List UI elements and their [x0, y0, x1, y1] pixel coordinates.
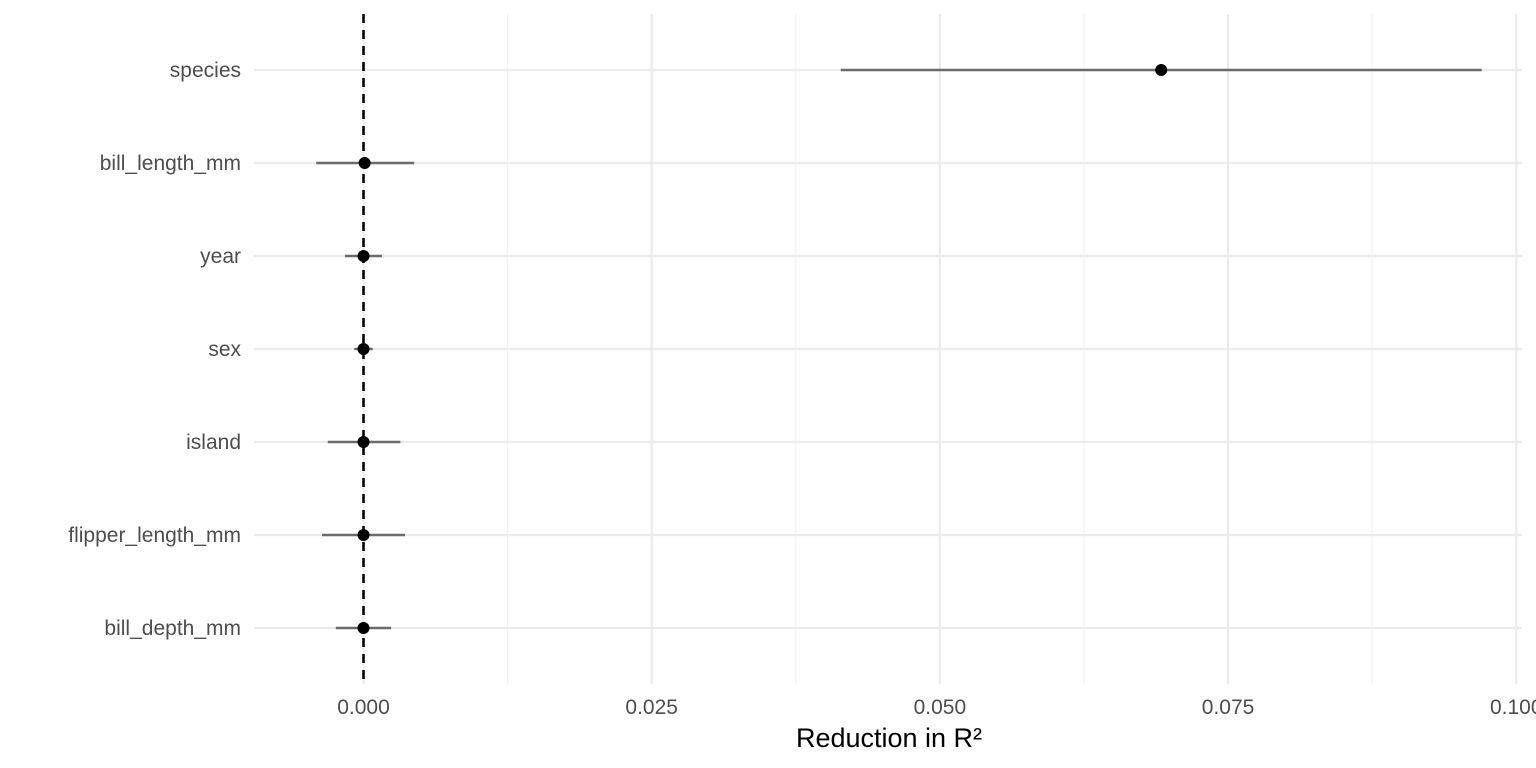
point-bill_length_mm	[358, 157, 371, 169]
point-species	[1155, 64, 1168, 76]
point-bill_depth_mm	[357, 622, 370, 634]
y-tick-label: bill_length_mm	[100, 152, 241, 175]
y-tick-label: year	[200, 245, 241, 268]
x-tick-label: 0.050	[914, 696, 967, 719]
y-tick-label: bill_depth_mm	[104, 617, 241, 640]
point-layer	[357, 64, 1168, 634]
point-year	[357, 250, 370, 262]
x-tick-labels: 0.000 0.025 0.050 0.075 0.100	[337, 696, 1536, 719]
x-tick-label: 0.100	[1490, 696, 1536, 719]
point-island	[357, 436, 370, 448]
y-tick-label: flipper_length_mm	[68, 524, 241, 547]
x-tick-label: 0.025	[625, 696, 678, 719]
y-tick-label: island	[186, 431, 241, 454]
x-tick-label: 0.000	[337, 696, 390, 719]
x-tick-label: 0.075	[1202, 696, 1255, 719]
y-tick-label: species	[170, 59, 241, 82]
major-gridlines	[254, 14, 1522, 684]
point-flipper_length_mm	[357, 529, 370, 541]
point-sex	[357, 343, 370, 355]
x-axis-title: Reduction in R²	[796, 723, 982, 753]
y-tick-label: sex	[208, 338, 241, 361]
